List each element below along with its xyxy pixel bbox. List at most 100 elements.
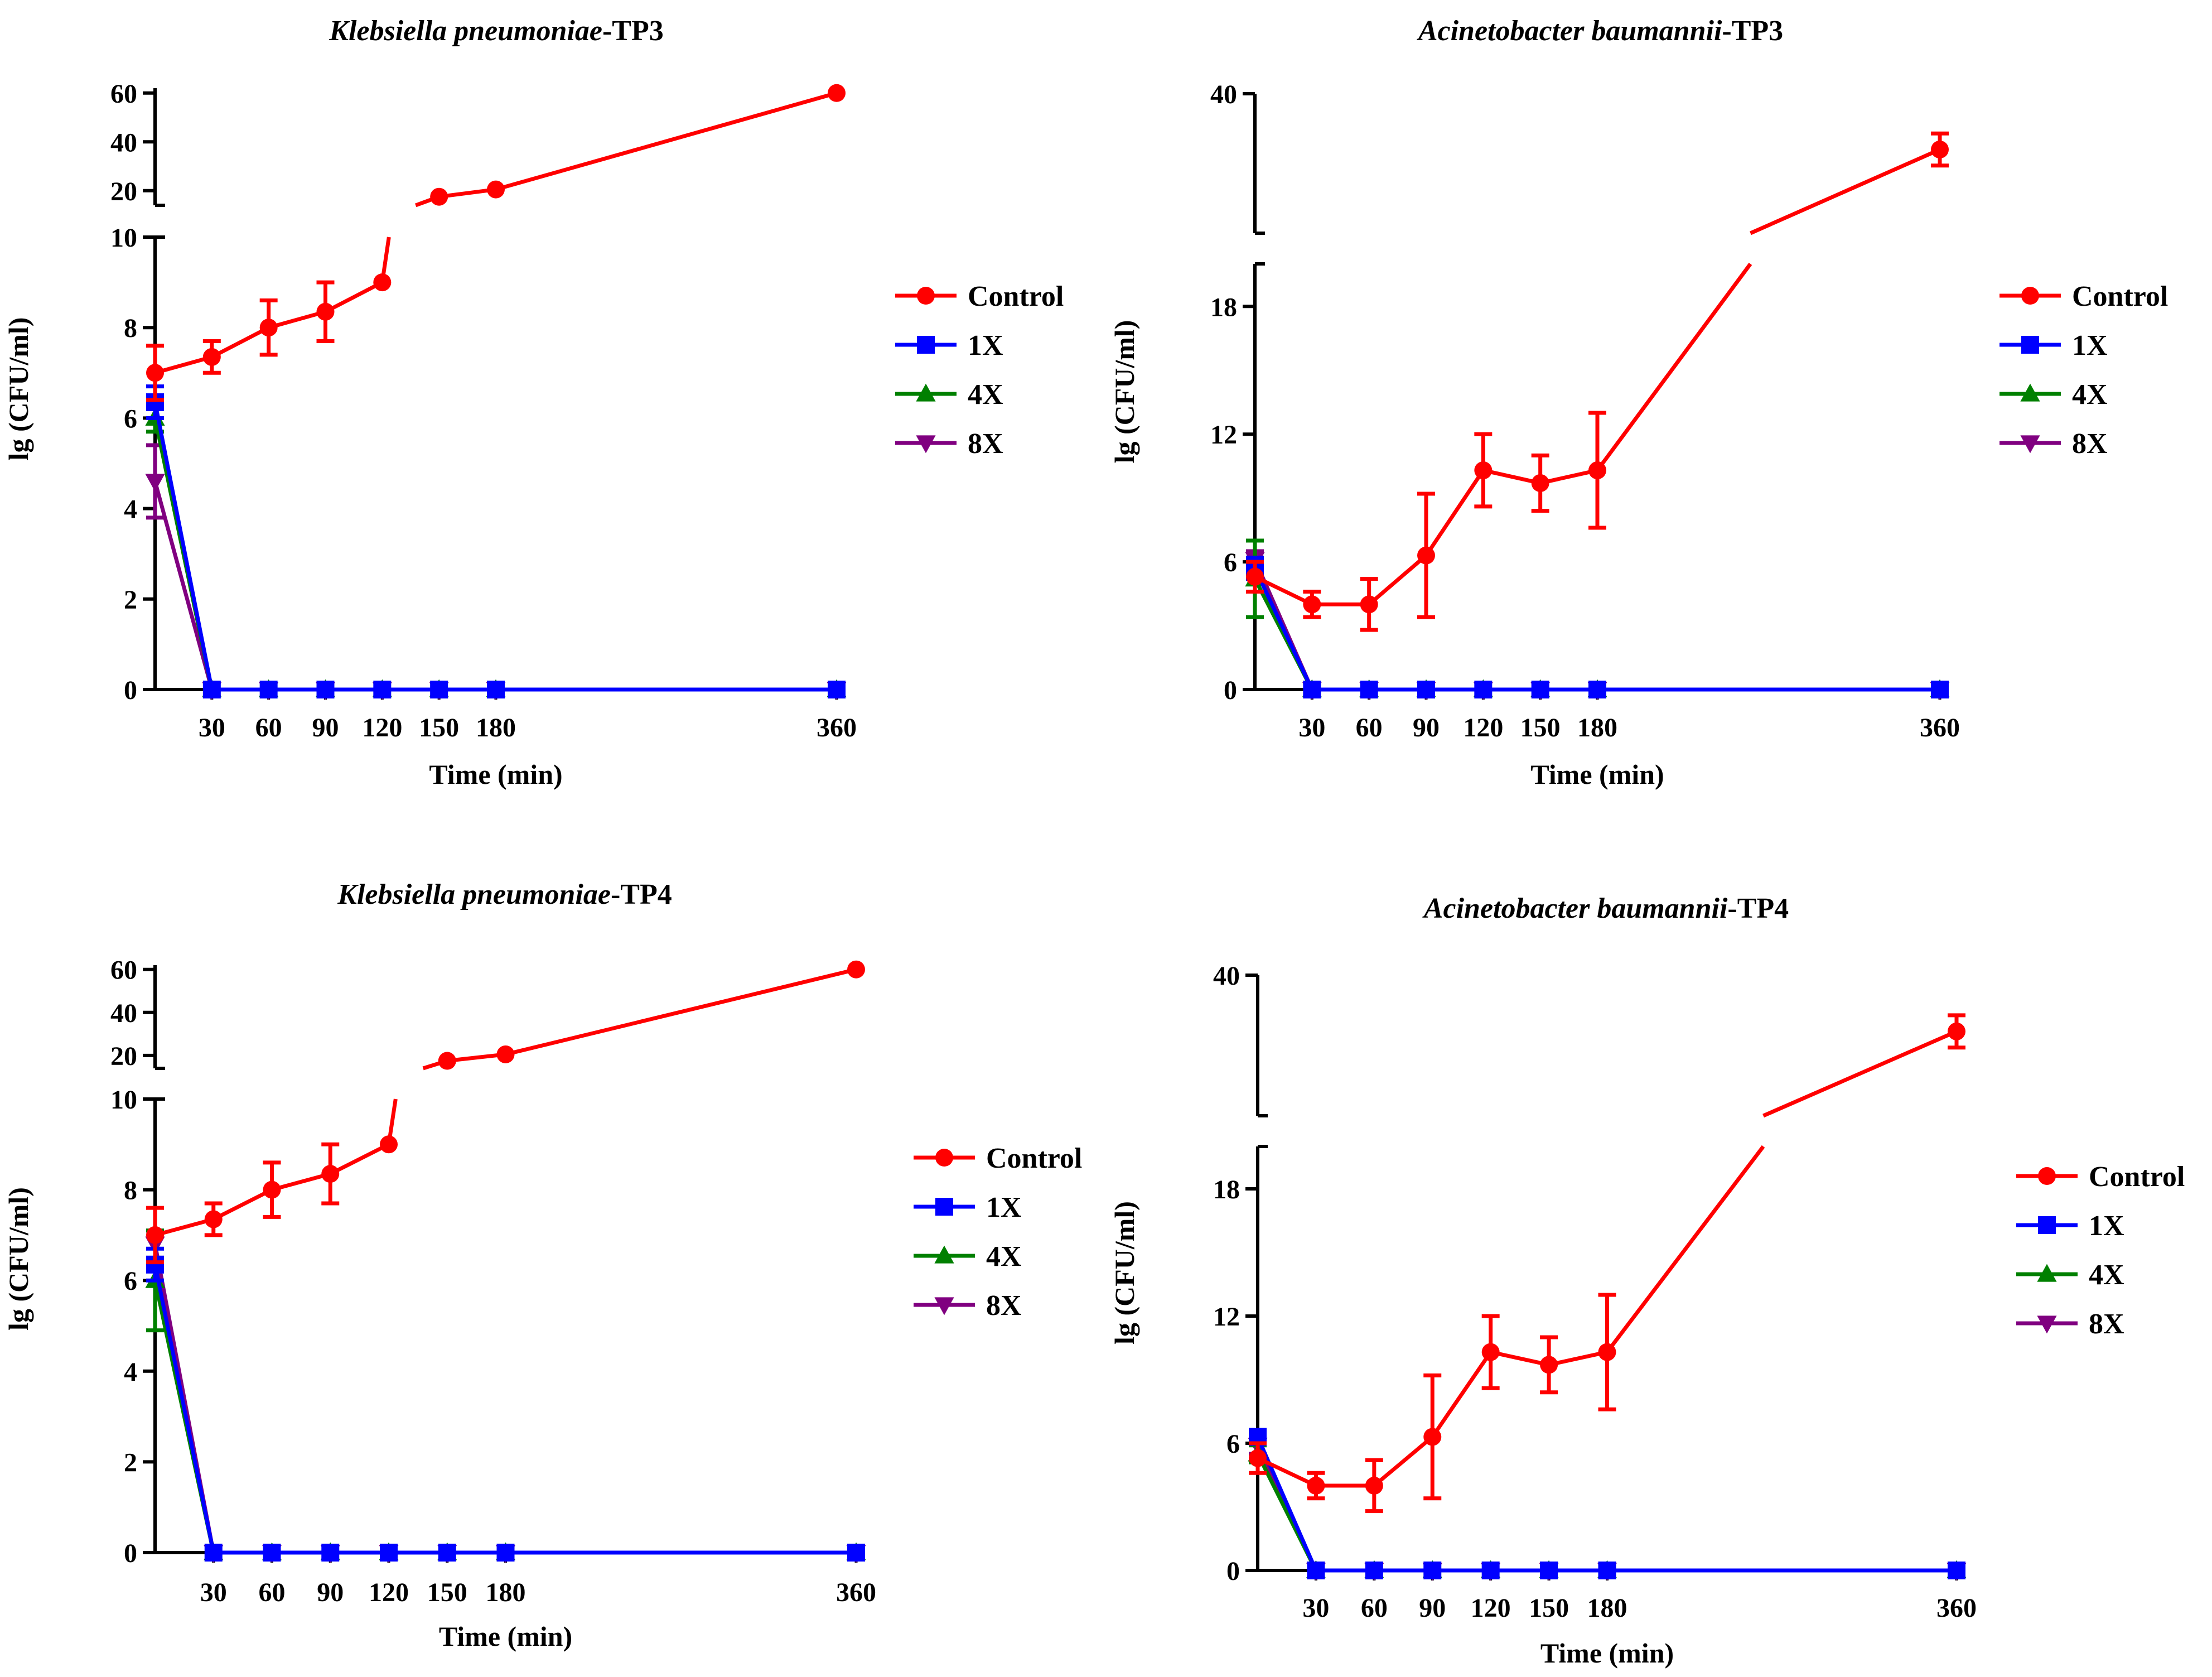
series-8x bbox=[1245, 549, 1950, 700]
x-tick-label: 150 bbox=[419, 713, 459, 743]
legend-marker bbox=[2038, 1167, 2056, 1185]
legend-label: 4X bbox=[2089, 1259, 2124, 1291]
data-point bbox=[1598, 1562, 1616, 1579]
data-point bbox=[1365, 1477, 1383, 1495]
data-point bbox=[1303, 595, 1321, 614]
series-line-segment bbox=[1254, 575, 1313, 606]
legend-label: 8X bbox=[2072, 428, 2108, 460]
legend-label: 8X bbox=[986, 1290, 1022, 1322]
series-4x bbox=[145, 1228, 866, 1560]
chart-panel-1: Klebsiella pneumoniae-TP3 0 2 4 6 8 10 20 40 60 30… bbox=[3, 15, 1064, 790]
y-tick-label: 18 bbox=[1210, 292, 1237, 322]
legend-marker bbox=[2020, 383, 2040, 402]
chart-title-suffix: -TP3 bbox=[1722, 15, 1783, 47]
series-control bbox=[1249, 1013, 1965, 1514]
data-point bbox=[321, 1165, 340, 1183]
series-line-segment bbox=[1424, 469, 1485, 557]
y-tick-label: 12 bbox=[1210, 420, 1237, 450]
data-point bbox=[1417, 546, 1435, 565]
y-tick-label: 40 bbox=[110, 999, 137, 1028]
chart-title-suffix: -TP4 bbox=[1727, 893, 1789, 924]
data-point bbox=[373, 681, 392, 698]
x-tick-label: 150 bbox=[1520, 713, 1561, 743]
y-tick-label: 4 bbox=[124, 1357, 137, 1387]
x-tick-label: 90 bbox=[1413, 713, 1440, 743]
series-4x bbox=[145, 402, 847, 697]
legend-label: 8X bbox=[968, 428, 1003, 460]
data-point bbox=[438, 1052, 456, 1070]
data-point bbox=[1948, 1022, 1965, 1040]
data-point bbox=[263, 1180, 281, 1199]
data-point bbox=[1588, 681, 1606, 698]
data-point bbox=[1948, 1562, 1965, 1579]
x-tick-label: 90 bbox=[312, 713, 339, 743]
legend-marker bbox=[2037, 1315, 2057, 1334]
series-line-segment bbox=[505, 967, 857, 1057]
data-point bbox=[487, 681, 505, 698]
y-tick-label: 6 bbox=[124, 404, 137, 433]
data-point bbox=[487, 180, 505, 199]
legend-marker bbox=[2021, 287, 2039, 305]
x-axis-label: Time (min) bbox=[1530, 759, 1664, 790]
series-line-segment bbox=[1548, 1350, 1608, 1367]
data-point bbox=[828, 84, 846, 102]
x-axis-label: Time (min) bbox=[439, 1621, 572, 1652]
data-point bbox=[1365, 1562, 1383, 1579]
series-1x bbox=[146, 1246, 865, 1562]
y-tick-label: 2 bbox=[124, 1448, 137, 1477]
series-line-segment bbox=[154, 1217, 214, 1237]
y-tick-label: 20 bbox=[110, 1042, 137, 1071]
chart-title-suffix: -TP4 bbox=[611, 879, 672, 910]
y-tick-label: 0 bbox=[124, 676, 137, 705]
chart-panel-3: Klebsiella pneumoniae-TP4 0 2 4 6 8 10 20 40 60 30… bbox=[3, 879, 1082, 1652]
y-tick-label: 18 bbox=[1213, 1175, 1240, 1204]
series-line-segment bbox=[1257, 1456, 1317, 1488]
series-8x bbox=[145, 443, 847, 700]
legend-marker bbox=[916, 383, 936, 402]
legend-label: Control bbox=[2072, 281, 2168, 312]
data-point bbox=[259, 319, 278, 337]
data-point bbox=[145, 474, 165, 492]
x-tick-label: 30 bbox=[199, 713, 225, 743]
data-point bbox=[847, 960, 865, 979]
y-axis-label: lg (CFU/ml) bbox=[3, 317, 34, 461]
chart-title: Acinetobacter baumannii-TP4 bbox=[1422, 893, 1789, 924]
data-point bbox=[321, 1544, 340, 1562]
y-axis-label: lg (CFU/ml) bbox=[3, 1187, 34, 1331]
x-tick-label: 90 bbox=[317, 1578, 344, 1607]
x-tick-label: 180 bbox=[476, 713, 516, 743]
legend: Control 1X 4X 8X bbox=[895, 281, 1064, 460]
x-tick-label: 60 bbox=[1356, 713, 1383, 743]
data-point bbox=[1360, 681, 1378, 698]
data-point bbox=[1931, 141, 1949, 158]
legend-label: 4X bbox=[2072, 379, 2108, 411]
series-line-segment bbox=[495, 91, 837, 191]
legend-label: 4X bbox=[968, 379, 1003, 411]
y-tick-label: 6 bbox=[124, 1266, 137, 1296]
data-point bbox=[1481, 1562, 1500, 1579]
legend-marker bbox=[917, 336, 935, 354]
x-tick-label: 360 bbox=[1920, 713, 1960, 743]
y-tick-label: 6 bbox=[1226, 1429, 1240, 1459]
legend-label: 8X bbox=[2089, 1308, 2124, 1340]
series-line-segment bbox=[1253, 567, 1314, 691]
legend-label: 1X bbox=[2072, 330, 2108, 362]
legend-marker bbox=[935, 1149, 953, 1167]
y-tick-label: 12 bbox=[1213, 1302, 1240, 1332]
data-point bbox=[1931, 681, 1949, 698]
y-tick-label: 10 bbox=[110, 1085, 137, 1115]
data-point bbox=[1540, 1356, 1558, 1374]
chart-title-suffix: -TP3 bbox=[602, 15, 664, 47]
x-tick-label: 150 bbox=[1529, 1593, 1569, 1623]
legend-label: Control bbox=[986, 1143, 1082, 1174]
chart-title-italic: Klebsiella pneumoniae bbox=[329, 15, 602, 47]
y-tick-label: 0 bbox=[1224, 676, 1237, 705]
chart-title-italic: Acinetobacter baumannii bbox=[1422, 893, 1728, 924]
series-1x bbox=[146, 384, 846, 698]
series-line-segment bbox=[1605, 1145, 1765, 1353]
x-axis-label: Time (min) bbox=[429, 759, 562, 790]
series-4x bbox=[1248, 1443, 1967, 1578]
y-tick-label: 20 bbox=[110, 177, 137, 206]
x-tick-label: 120 bbox=[1471, 1593, 1511, 1623]
